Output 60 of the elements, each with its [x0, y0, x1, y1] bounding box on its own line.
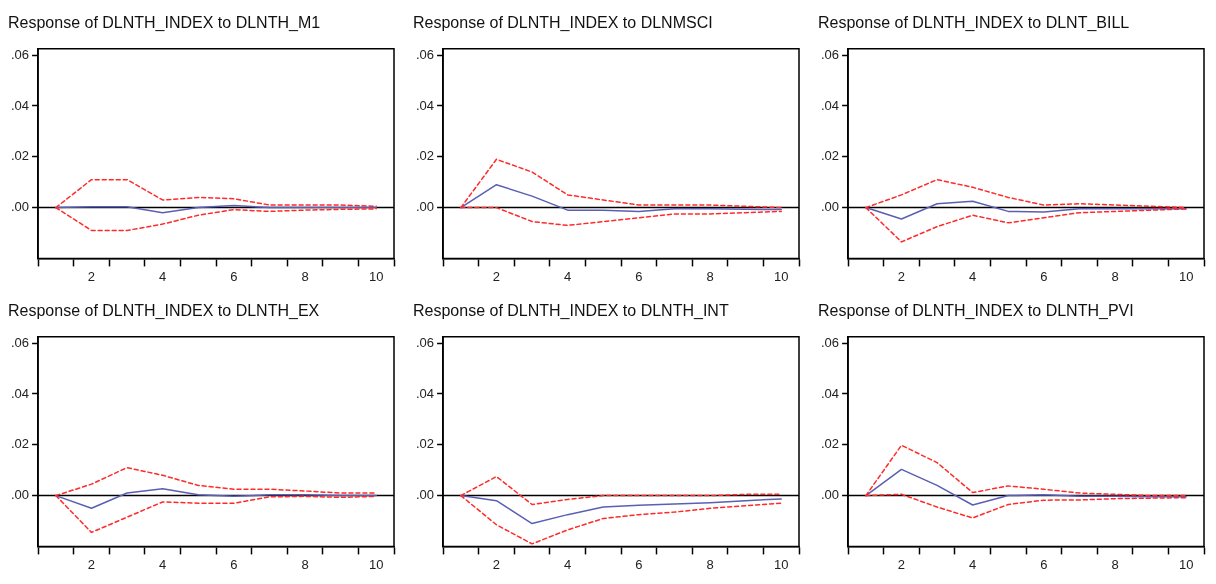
chart-title: Response of DLNTH_INDEX to DLNTH_M1: [8, 13, 322, 33]
y-tick-label: .00: [415, 487, 435, 503]
x-tick-label: 6: [230, 268, 238, 284]
y-tick-label: .06: [10, 46, 30, 62]
chart-title: Response of DLNTH_INDEX to DLNTH_EX: [8, 301, 321, 321]
x-tick-label: 8: [301, 268, 309, 284]
y-tick-label: .04: [415, 97, 435, 113]
chart-title: Response of DLNTH_INDEX to DLNT_BILL: [818, 13, 1131, 33]
x-tick-label: 2: [492, 268, 501, 284]
x-tick-label: 8: [1111, 556, 1119, 572]
y-tick-label: .04: [820, 385, 840, 401]
x-tick-label: 8: [706, 268, 714, 284]
chart-title: Response of DLNTH_INDEX to DLNMSCI: [413, 13, 714, 33]
y-tick-label: .00: [10, 199, 30, 215]
y-tick-label: .02: [415, 148, 435, 164]
y-tick-label: .04: [10, 97, 30, 113]
x-tick-label: 10: [1178, 556, 1194, 572]
x-tick-label: 10: [368, 556, 384, 572]
x-tick-label: 6: [1040, 556, 1048, 572]
y-tick-label: .06: [415, 46, 435, 62]
chart-title: Response of DLNTH_INDEX to DLNTH_INT: [413, 301, 730, 321]
y-tick-label: .00: [820, 199, 840, 215]
x-tick-label: 4: [969, 556, 977, 572]
y-tick-label: .04: [415, 385, 435, 401]
x-tick-label: 8: [706, 556, 714, 572]
y-tick-label: .02: [415, 436, 435, 452]
y-tick-label: .06: [820, 334, 840, 350]
y-tick-label: .02: [820, 148, 840, 164]
x-tick-label: 4: [564, 556, 572, 572]
y-tick-label: .04: [820, 97, 840, 113]
x-tick-label: 4: [969, 268, 977, 284]
x-tick-label: 4: [159, 268, 167, 284]
y-tick-label: .06: [415, 334, 435, 350]
y-tick-label: .02: [10, 436, 30, 452]
x-tick-label: 10: [773, 268, 789, 284]
x-tick-label: 6: [230, 556, 238, 572]
x-tick-label: 2: [492, 556, 501, 572]
y-tick-label: .06: [10, 334, 30, 350]
x-tick-label: 8: [301, 556, 309, 572]
y-tick-label: .04: [10, 385, 30, 401]
x-tick-label: 10: [368, 268, 384, 284]
x-tick-label: 10: [773, 556, 789, 572]
x-tick-label: 2: [897, 556, 906, 572]
y-tick-label: .00: [820, 487, 840, 503]
x-tick-label: 6: [1040, 268, 1048, 284]
x-tick-label: 10: [1178, 268, 1194, 284]
x-tick-label: 8: [1111, 268, 1119, 284]
x-tick-label: 4: [159, 556, 167, 572]
x-tick-label: 2: [897, 268, 906, 284]
y-tick-label: .02: [820, 436, 840, 452]
x-tick-label: 2: [87, 268, 96, 284]
chart-title: Response of DLNTH_INDEX to DLNTH_PVI: [818, 301, 1135, 321]
x-tick-label: 6: [635, 556, 643, 572]
y-tick-label: .00: [415, 199, 435, 215]
x-tick-label: 6: [635, 268, 643, 284]
x-tick-label: 4: [564, 268, 572, 284]
y-tick-label: .06: [820, 46, 840, 62]
x-tick-label: 2: [87, 556, 96, 572]
y-tick-label: .02: [10, 148, 30, 164]
y-tick-label: .00: [10, 487, 30, 503]
